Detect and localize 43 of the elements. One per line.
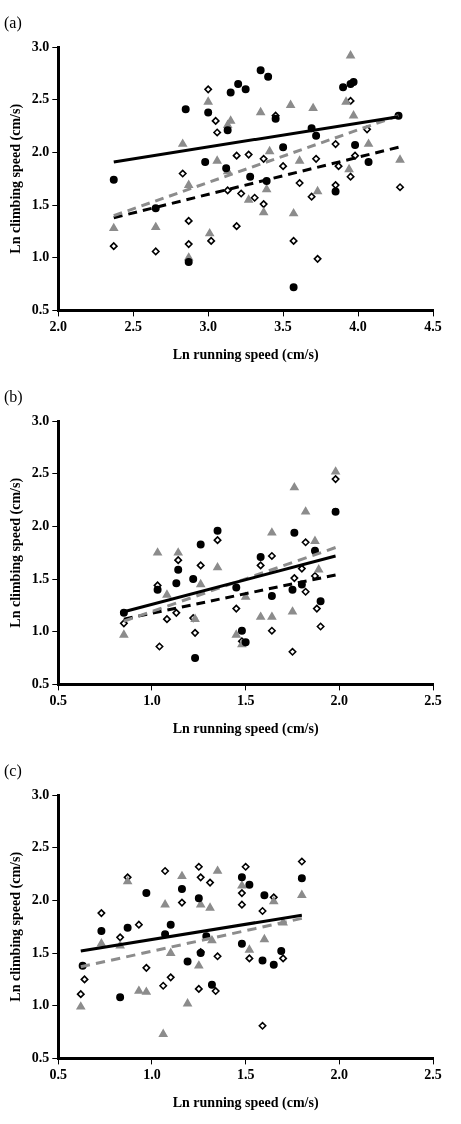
chart-title: (b) — [4, 387, 23, 406]
chart-title: (a) — [4, 13, 22, 32]
x-tick-label: 0.5 — [49, 1067, 68, 1083]
y-tick-label: 3.0 — [31, 38, 50, 54]
x-tick-label: 1.0 — [143, 693, 161, 709]
y-tick-label: 1.5 — [31, 944, 50, 960]
x-axis-title: Ln running speed (cm/s) — [172, 1095, 319, 1112]
x-tick-label: 2.5 — [124, 319, 142, 335]
y-tick-label: 1.0 — [31, 249, 50, 265]
x-tick-label: 3.5 — [274, 319, 292, 335]
x-tick-label: 0.5 — [49, 693, 68, 709]
x-tick-label: 2.0 — [49, 319, 68, 335]
y-tick-label: 0.5 — [31, 302, 50, 318]
y-tick-label: 2.0 — [31, 892, 50, 908]
y-tick-label: 0.5 — [31, 1050, 50, 1066]
x-tick-label: 2.5 — [424, 693, 442, 709]
y-axis-title: Ln climbing speed (cm/s) — [8, 477, 25, 628]
chart-title: (c) — [4, 761, 22, 780]
y-axis-title: Ln climbing speed (cm/s) — [8, 103, 25, 254]
y-tick-label: 1.5 — [31, 196, 50, 212]
y-tick-label: 1.0 — [31, 623, 50, 639]
y-tick-label: 2.0 — [31, 144, 50, 160]
x-tick-label: 2.0 — [330, 693, 349, 709]
x-tick-label: 4.5 — [424, 319, 442, 335]
y-tick-label: 2.5 — [31, 465, 50, 481]
x-tick-label: 4.0 — [349, 319, 367, 335]
y-axis-title: Ln climbing speed (cm/s) — [8, 851, 25, 1002]
y-tick-label: 0.5 — [31, 676, 50, 692]
x-tick-label: 1.0 — [143, 1067, 161, 1083]
y-tick-label: 3.0 — [31, 786, 50, 802]
y-tick-label: 3.0 — [31, 412, 50, 428]
x-tick-label: 2.5 — [424, 1067, 442, 1083]
x-tick-label: 2.0 — [330, 1067, 349, 1083]
y-tick-label: 1.0 — [31, 997, 50, 1013]
x-axis-title: Ln running speed (cm/s) — [172, 347, 319, 364]
x-axis-title: Ln running speed (cm/s) — [172, 721, 319, 738]
x-tick-label: 1.5 — [236, 1067, 255, 1083]
x-tick-label: 1.5 — [236, 693, 255, 709]
y-tick-label: 1.5 — [31, 570, 50, 586]
y-tick-label: 2.5 — [31, 839, 50, 855]
y-tick-label: 2.5 — [31, 91, 50, 107]
x-tick-label: 3.0 — [199, 319, 217, 335]
y-tick-label: 2.0 — [31, 518, 50, 534]
